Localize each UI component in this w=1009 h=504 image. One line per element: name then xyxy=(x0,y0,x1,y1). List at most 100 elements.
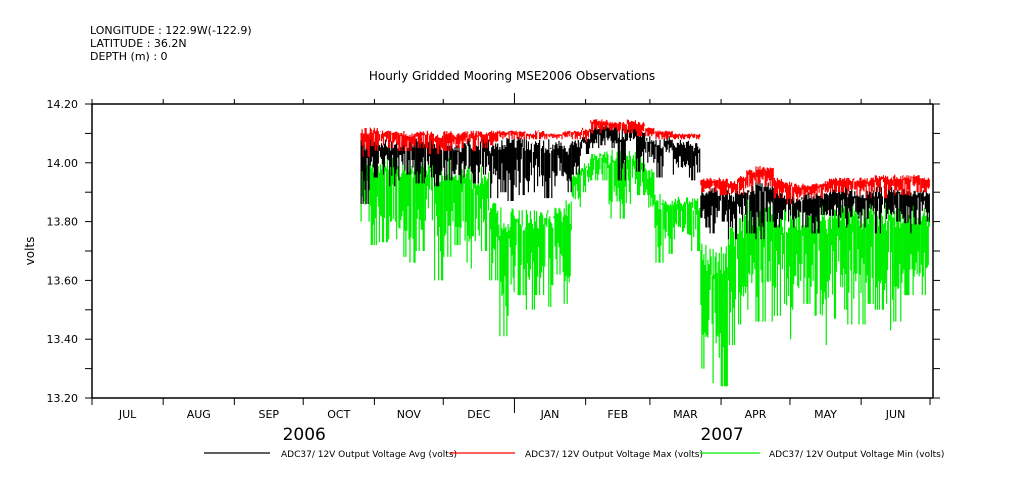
series-bin-mark xyxy=(773,177,783,199)
series-bin-mark xyxy=(828,177,839,193)
series-bin-mark xyxy=(672,139,682,175)
series-bin-mark xyxy=(718,177,728,196)
series-bin-mark xyxy=(792,206,802,310)
series-bin-mark xyxy=(810,193,820,234)
series-bin-mark xyxy=(663,130,673,140)
longitude-label: LONGITUDE : 122.9W(-122.9) xyxy=(90,24,252,37)
axes: 14.20 14.00 13.80 13.60 13.40 13.20 JUL AUG SEP O… xyxy=(47,93,940,445)
series-bin-mark xyxy=(452,161,462,246)
series-bin-mark xyxy=(874,175,884,193)
series-bin-mark xyxy=(700,188,710,228)
series-bin-mark xyxy=(378,139,389,175)
series-bin-mark xyxy=(360,128,370,157)
series-bin-mark xyxy=(617,128,627,181)
series-bin-mark xyxy=(516,131,526,140)
series-bin-mark xyxy=(470,130,480,151)
series-bin-mark xyxy=(424,130,434,154)
series-bin-mark xyxy=(452,145,462,184)
series-bin-mark xyxy=(608,124,618,149)
series-bin-mark xyxy=(599,151,609,181)
x-month-label: SEP xyxy=(258,408,279,421)
series-bin-mark xyxy=(636,121,646,137)
series-bin-mark xyxy=(755,178,765,240)
series-bin-mark xyxy=(507,137,517,201)
x-month-label: JAN xyxy=(540,408,560,421)
x-year-label: 2007 xyxy=(700,425,743,445)
series-bin-mark xyxy=(727,192,738,240)
series-bin-mark xyxy=(654,139,664,178)
series-bin-mark xyxy=(498,130,508,140)
y-axis-label: volts xyxy=(23,237,37,266)
series-bin-mark xyxy=(663,200,673,254)
series-bin-mark xyxy=(920,190,930,222)
series-bin-mark xyxy=(801,183,811,199)
series-bin-mark xyxy=(911,174,921,193)
y-tick-label: 13.20 xyxy=(47,392,79,405)
x-month-label: JUN xyxy=(885,408,906,421)
series-bin-mark xyxy=(553,140,563,187)
series-bin-mark xyxy=(709,187,719,234)
y-tick-label: 14.00 xyxy=(47,157,79,170)
series-bin-mark xyxy=(663,136,673,153)
y-tick-label: 13.60 xyxy=(47,274,79,287)
series-bin-mark xyxy=(369,127,379,151)
series-bin-mark xyxy=(838,205,848,310)
series-bin-mark xyxy=(691,198,701,251)
series-bin-mark xyxy=(819,192,829,216)
series-bin-mark xyxy=(737,176,747,196)
series-bin-mark xyxy=(498,137,508,193)
y-tick-label: 13.80 xyxy=(47,216,79,229)
series-bin-mark xyxy=(902,175,912,196)
series-bin-mark xyxy=(764,167,774,187)
series-bin-mark xyxy=(746,184,756,234)
x-month-label: AUG xyxy=(187,408,211,421)
legend-label: ADC37/ 12V Output Voltage Min (volts) xyxy=(769,450,944,460)
series-bin-mark xyxy=(691,133,701,140)
series-bin-mark xyxy=(406,133,416,151)
series-bin-mark xyxy=(847,189,857,225)
series-bin-mark xyxy=(828,189,839,216)
series-bin-mark xyxy=(626,119,636,134)
series-bin-mark xyxy=(700,243,710,369)
plot-area xyxy=(360,119,930,387)
series-bin-mark xyxy=(856,177,866,196)
series-bin-mark xyxy=(479,131,490,149)
series-bin-mark xyxy=(920,205,930,296)
series-bin-mark xyxy=(562,200,572,304)
series-bin-mark xyxy=(434,154,444,281)
series-bin-mark xyxy=(681,197,692,236)
series-bin-mark xyxy=(764,182,774,222)
series-bin-mark xyxy=(461,160,471,263)
series-bin-mark xyxy=(856,189,866,228)
series-bin-mark xyxy=(507,130,517,140)
series-bin-mark xyxy=(884,198,894,331)
x-month-label: APR xyxy=(745,408,767,421)
series-bin-mark xyxy=(452,133,462,149)
series-bin-mark xyxy=(893,201,903,322)
series-bin-mark xyxy=(727,181,738,195)
series-bin-mark xyxy=(783,206,793,340)
series-bin-mark xyxy=(608,149,618,219)
series-bin-mark xyxy=(865,177,875,199)
series-bin-mark xyxy=(470,140,480,184)
series-bin-mark xyxy=(378,130,389,146)
series-bin-mark xyxy=(920,177,930,193)
series-bin-mark xyxy=(535,130,545,140)
series-bin-mark xyxy=(590,124,600,149)
series-bin-mark xyxy=(580,137,591,154)
series-bin-mark xyxy=(544,139,554,199)
series-bin-mark xyxy=(672,196,682,240)
series-bin-mark xyxy=(902,189,912,234)
x-month-label: NOV xyxy=(397,408,422,421)
series-bin-mark xyxy=(443,158,453,257)
series-bin-mark xyxy=(525,133,535,140)
series-bin-mark xyxy=(590,154,600,181)
series-bin-mark xyxy=(783,181,793,204)
series-bin-mark xyxy=(415,137,425,184)
series-bin-mark xyxy=(681,133,692,140)
series-bin-mark xyxy=(645,136,655,163)
series-bin-mark xyxy=(571,139,581,175)
x-month-label: JUL xyxy=(118,408,137,421)
series-bin-mark xyxy=(884,175,894,199)
series-bin-mark xyxy=(599,119,609,134)
